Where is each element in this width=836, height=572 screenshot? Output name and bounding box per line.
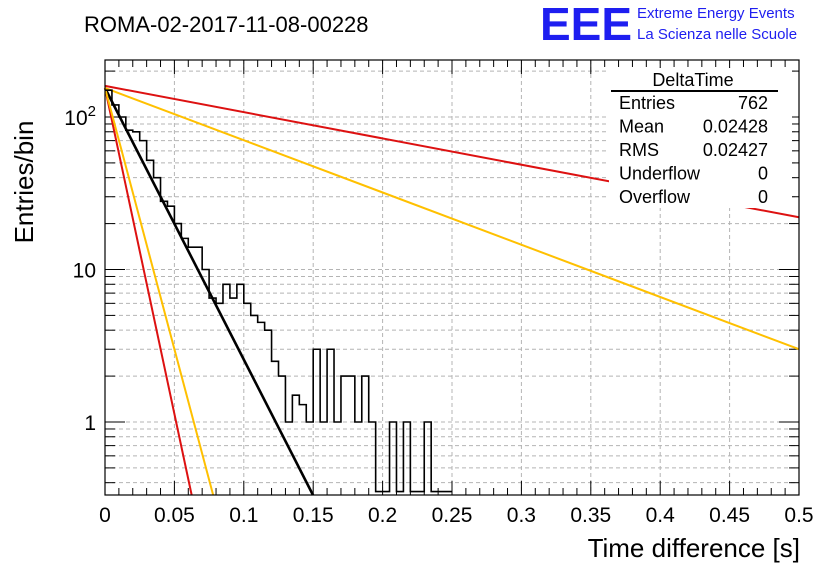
histogram-bin — [348, 376, 355, 495]
stats-label: Entries — [619, 93, 675, 113]
x-tick-label: 0.05 — [154, 504, 195, 527]
plot-frame — [104, 59, 800, 496]
fit-line-5 — [104, 87, 215, 496]
logo-line-1: Extreme Energy Events — [637, 5, 795, 22]
x-tick-label: 0.45 — [709, 504, 750, 527]
histogram-bin — [362, 376, 369, 495]
histogram-bin — [299, 405, 306, 495]
histogram-bin — [390, 422, 397, 495]
histogram-bin — [237, 284, 244, 495]
histogram-bin — [251, 315, 258, 495]
histogram-bin — [140, 141, 147, 495]
histogram-bin — [174, 224, 181, 495]
histogram-bin — [230, 298, 237, 495]
x-tick-label: 0.2 — [368, 504, 397, 527]
histogram-bin — [105, 90, 112, 495]
histogram-bin — [285, 422, 292, 495]
histogram-bin — [341, 376, 348, 495]
x-tick-label: 0.35 — [570, 504, 611, 527]
stats-label: Overflow — [619, 187, 691, 207]
histogram-bin — [216, 303, 223, 495]
x-tick-label: 0.15 — [293, 504, 334, 527]
x-tick-label: 0.4 — [646, 504, 676, 527]
fit-line-3 — [104, 87, 800, 351]
eee-logo: EEE Extreme Energy Events La Scienza nel… — [540, 0, 797, 50]
axis-ticks — [104, 60, 800, 495]
histogram-bin — [244, 303, 251, 495]
histogram-bin — [403, 422, 410, 495]
stats-value: 762 — [738, 93, 768, 113]
histogram-bin — [195, 247, 202, 495]
x-tick-label: 0.3 — [507, 504, 536, 527]
x-axis-title: Time difference [s] — [588, 533, 800, 563]
histogram-bin — [167, 206, 174, 495]
histogram-bin — [369, 422, 376, 495]
histogram-bin — [202, 270, 209, 496]
histogram-bin — [223, 284, 230, 495]
fit-line-4 — [104, 87, 193, 496]
histogram-bin — [313, 349, 320, 495]
y-tick-label: 102 — [64, 103, 96, 130]
histogram-steps — [105, 89, 452, 493]
x-tick-labels: 0 0.05 0.1 0.15 0.2 0.25 0.3 0.35 0.4 0.45 0.5 — [99, 504, 813, 527]
histogram-bin — [334, 422, 341, 495]
histogram-bin — [112, 105, 119, 495]
histogram-bin — [154, 178, 161, 495]
y-tick-labels: 1 10 102 — [64, 103, 96, 435]
histogram-bin — [306, 422, 313, 495]
histogram-bin — [292, 395, 299, 495]
stats-value: 0.02428 — [703, 117, 768, 137]
histogram-bin — [126, 130, 133, 495]
logo-line-2: La Scienza nelle Scuole — [637, 26, 797, 43]
stats-label: RMS — [619, 140, 659, 160]
x-tick-label: 0.25 — [432, 504, 473, 527]
y-tick-label: 10 — [73, 260, 96, 283]
histogram-bin — [147, 160, 154, 495]
stats-label: Mean — [619, 117, 664, 137]
x-tick-label: 0.5 — [784, 504, 813, 527]
histogram-bin — [327, 349, 334, 495]
histogram — [105, 89, 452, 496]
stats-value: 0 — [758, 164, 768, 184]
histogram-bin — [258, 322, 265, 495]
stats-label: Underflow — [619, 164, 701, 184]
x-tick-label: 0 — [99, 504, 111, 527]
histogram-bin — [320, 422, 327, 495]
run-title: ROMA-02-2017-11-08-00228 — [84, 12, 369, 37]
histogram-bin — [181, 238, 188, 495]
logo-mark: EEE — [540, 0, 632, 50]
histogram-bin — [355, 422, 362, 495]
y-axis-title: Entries/bin — [9, 121, 39, 244]
histogram-bin — [265, 330, 272, 495]
histogram-bin — [424, 422, 431, 495]
histogram-bin — [161, 201, 168, 495]
stats-value: 0.02427 — [703, 140, 768, 160]
stats-box: DeltaTime Entries 762 Mean 0.02428 RMS 0.0242… — [609, 68, 792, 208]
histogram-bin — [188, 247, 195, 495]
histogram-bin — [272, 361, 279, 495]
histogram-bin — [209, 298, 216, 495]
y-tick-label: 1 — [84, 412, 96, 435]
histogram-bin — [133, 132, 140, 495]
histogram-bin — [119, 117, 126, 495]
x-tick-label: 0.1 — [229, 504, 258, 527]
stats-value: 0 — [758, 187, 768, 207]
histogram-bin — [279, 376, 286, 495]
stats-title: DeltaTime — [652, 70, 733, 90]
